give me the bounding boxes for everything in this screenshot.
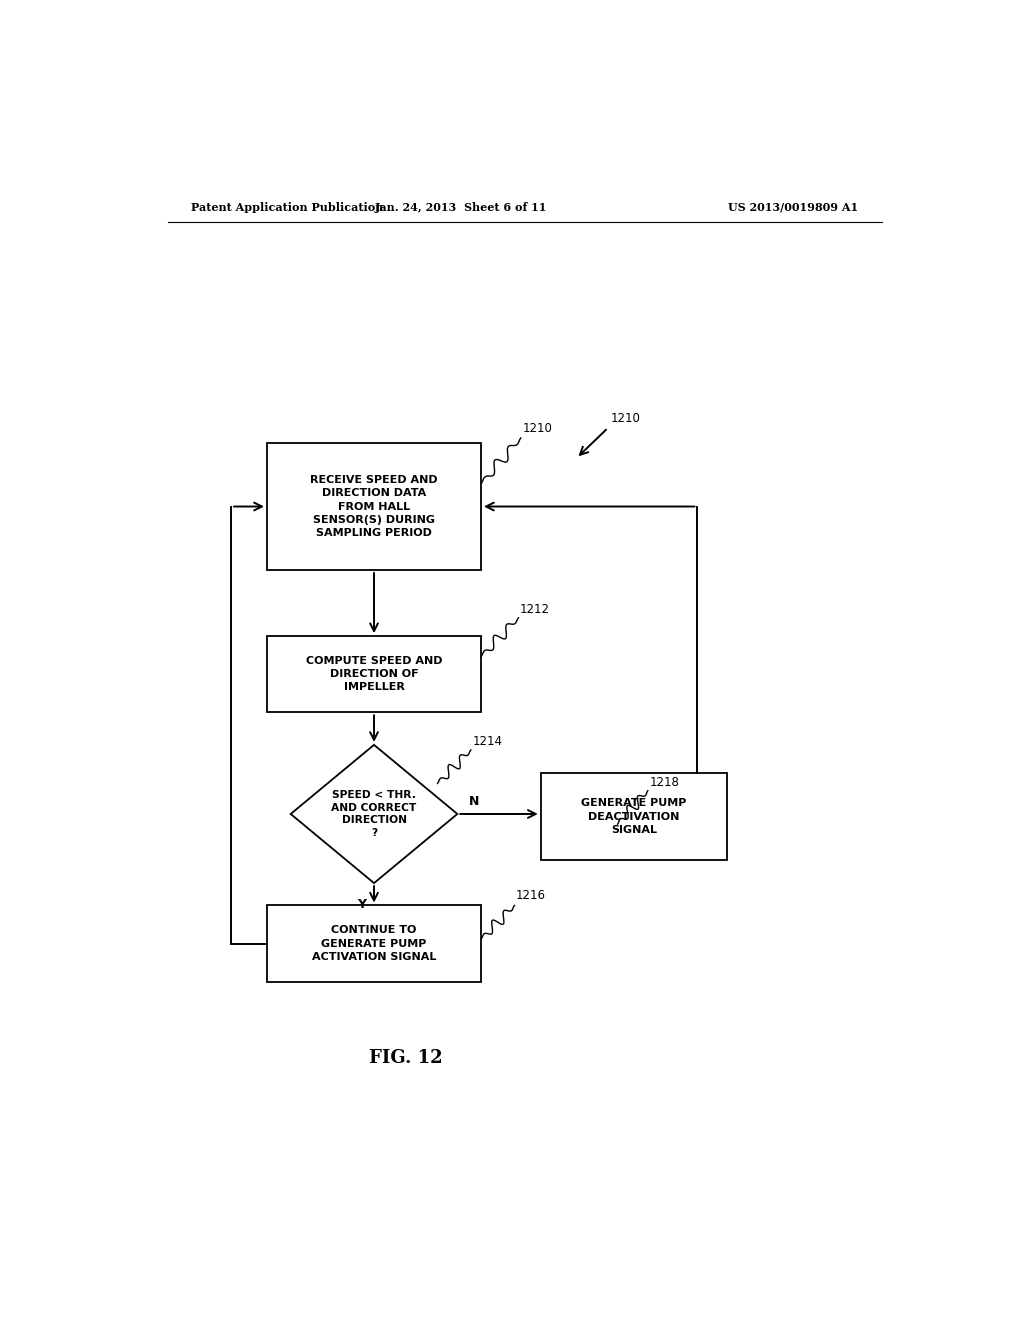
Text: 1218: 1218 — [649, 776, 679, 788]
Text: US 2013/0019809 A1: US 2013/0019809 A1 — [728, 202, 858, 213]
Text: GENERATE PUMP
DEACTIVATION
SIGNAL: GENERATE PUMP DEACTIVATION SIGNAL — [582, 799, 687, 834]
Bar — [267, 636, 481, 713]
Text: Jan. 24, 2013  Sheet 6 of 11: Jan. 24, 2013 Sheet 6 of 11 — [375, 202, 548, 213]
Polygon shape — [291, 744, 458, 883]
Text: 1210: 1210 — [522, 422, 552, 434]
Text: 1212: 1212 — [520, 603, 550, 615]
Text: Y: Y — [357, 899, 366, 911]
Bar — [267, 444, 481, 570]
Text: 1214: 1214 — [472, 735, 503, 748]
Text: N: N — [469, 795, 479, 808]
Text: COMPUTE SPEED AND
DIRECTION OF
IMPELLER: COMPUTE SPEED AND DIRECTION OF IMPELLER — [306, 656, 442, 693]
Bar — [541, 774, 727, 859]
Text: Patent Application Publication: Patent Application Publication — [191, 202, 384, 213]
Text: CONTINUE TO
GENERATE PUMP
ACTIVATION SIGNAL: CONTINUE TO GENERATE PUMP ACTIVATION SIG… — [312, 925, 436, 962]
Text: RECEIVE SPEED AND
DIRECTION DATA
FROM HALL
SENSOR(S) DURING
SAMPLING PERIOD: RECEIVE SPEED AND DIRECTION DATA FROM HA… — [310, 475, 438, 539]
Text: 1210: 1210 — [610, 412, 640, 425]
Text: SPEED < THR.
AND CORRECT
DIRECTION
?: SPEED < THR. AND CORRECT DIRECTION ? — [332, 791, 417, 838]
Text: 1216: 1216 — [516, 890, 546, 903]
Text: FIG. 12: FIG. 12 — [369, 1049, 442, 1067]
Bar — [267, 906, 481, 982]
